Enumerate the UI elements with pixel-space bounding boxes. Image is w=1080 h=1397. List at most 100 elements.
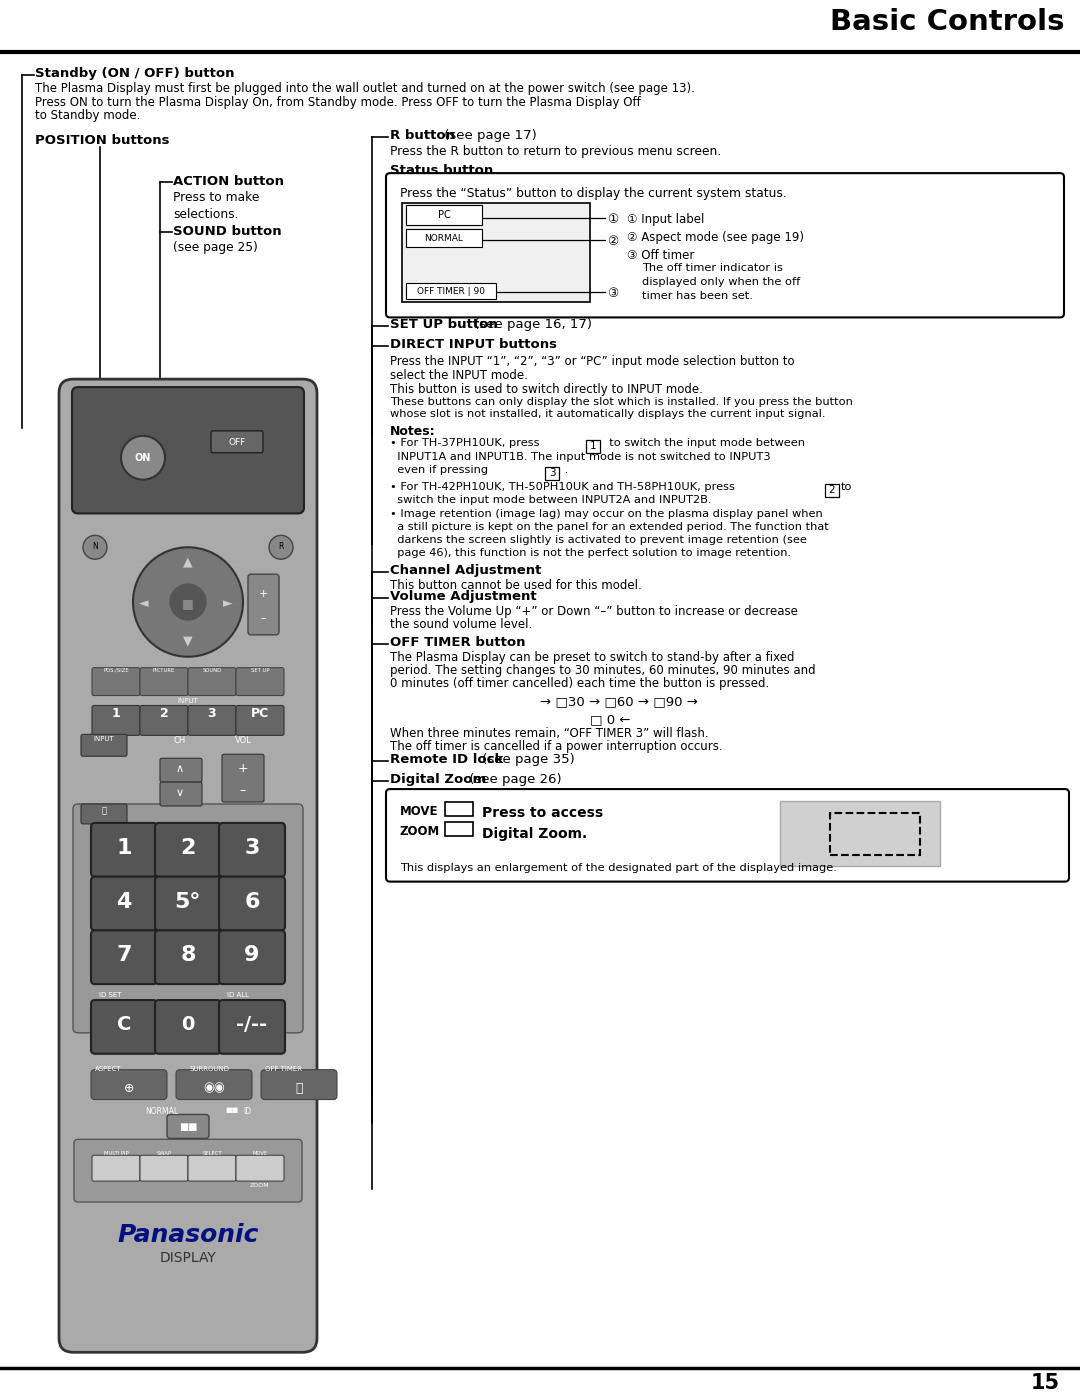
Text: The off timer is cancelled if a power interruption occurs.: The off timer is cancelled if a power in… xyxy=(390,740,723,753)
Text: PC: PC xyxy=(437,210,450,219)
FancyBboxPatch shape xyxy=(211,430,264,453)
Circle shape xyxy=(170,584,206,620)
Bar xyxy=(402,203,590,303)
Text: DIRECT INPUT buttons: DIRECT INPUT buttons xyxy=(390,338,557,351)
FancyBboxPatch shape xyxy=(140,1155,188,1180)
Circle shape xyxy=(133,548,243,657)
Text: ③ Off timer: ③ Off timer xyxy=(627,249,694,261)
Text: ⏻: ⏻ xyxy=(295,1081,302,1095)
Text: ZOOM: ZOOM xyxy=(400,824,441,838)
Text: MULTI PIP: MULTI PIP xyxy=(104,1151,129,1157)
Text: –: – xyxy=(240,784,246,798)
Text: ID SET: ID SET xyxy=(99,992,121,997)
Text: Panasonic: Panasonic xyxy=(118,1222,259,1248)
Text: Press to make
selections.: Press to make selections. xyxy=(173,191,259,221)
Text: ∧: ∧ xyxy=(176,764,184,774)
Bar xyxy=(406,229,482,247)
Text: to Standby mode.: to Standby mode. xyxy=(35,109,140,123)
FancyBboxPatch shape xyxy=(248,574,279,634)
Text: ID: ID xyxy=(243,1108,252,1116)
FancyBboxPatch shape xyxy=(156,1000,221,1053)
FancyBboxPatch shape xyxy=(156,823,221,877)
FancyBboxPatch shape xyxy=(92,668,140,696)
Text: SET UP button: SET UP button xyxy=(390,319,498,331)
Text: +: + xyxy=(238,763,248,775)
Text: CH: CH xyxy=(174,736,186,746)
Text: 2: 2 xyxy=(828,485,835,495)
FancyBboxPatch shape xyxy=(91,1000,157,1053)
Text: INPUT: INPUT xyxy=(177,697,199,704)
Text: period. The setting changes to 30 minutes, 60 minutes, 90 minutes and: period. The setting changes to 30 minute… xyxy=(390,664,815,676)
FancyBboxPatch shape xyxy=(73,805,303,1032)
Text: 3: 3 xyxy=(244,838,259,858)
Text: Press the “Status” button to display the current system status.: Press the “Status” button to display the… xyxy=(400,187,786,200)
Text: Press ON to turn the Plasma Display On, from Standby mode. Press OFF to turn the: Press ON to turn the Plasma Display On, … xyxy=(35,95,640,109)
Text: OFF TIMER button: OFF TIMER button xyxy=(390,636,526,648)
Text: The Plasma Display must first be plugged into the wall outlet and turned on at t: The Plasma Display must first be plugged… xyxy=(35,81,694,95)
FancyBboxPatch shape xyxy=(176,1070,252,1099)
Text: (see page 35): (see page 35) xyxy=(478,753,575,767)
Text: 5°: 5° xyxy=(175,891,201,911)
FancyBboxPatch shape xyxy=(237,705,284,735)
Text: C: C xyxy=(117,1016,131,1034)
Text: to: to xyxy=(841,482,852,492)
Text: 8: 8 xyxy=(180,946,195,965)
Text: 0: 0 xyxy=(181,1016,194,1034)
FancyBboxPatch shape xyxy=(91,930,157,983)
Bar xyxy=(406,205,482,225)
Text: These buttons can only display the slot which is installed. If you press the but: These buttons can only display the slot … xyxy=(390,397,853,407)
Text: ON: ON xyxy=(135,453,151,462)
Text: This displays an enlargement of the designated part of the displayed image.: This displays an enlargement of the desi… xyxy=(400,863,837,873)
FancyBboxPatch shape xyxy=(167,1115,210,1139)
Text: SURROUND: SURROUND xyxy=(190,1066,230,1071)
Text: ②: ② xyxy=(607,235,618,247)
Text: –: – xyxy=(260,613,266,623)
Circle shape xyxy=(269,535,293,559)
Text: 2: 2 xyxy=(160,707,168,721)
Text: SET UP: SET UP xyxy=(251,668,269,673)
Text: darkens the screen slightly is activated to prevent image retention (see: darkens the screen slightly is activated… xyxy=(390,535,807,545)
Text: 1: 1 xyxy=(117,838,132,858)
Text: Channel Adjustment: Channel Adjustment xyxy=(390,564,541,577)
Text: POSITION buttons: POSITION buttons xyxy=(35,134,170,147)
Text: ① Input label: ① Input label xyxy=(627,212,704,226)
Text: OFF: OFF xyxy=(228,437,245,447)
Text: switch the input mode between INPUT2A and INPUT2B.: switch the input mode between INPUT2A an… xyxy=(390,495,712,504)
FancyBboxPatch shape xyxy=(261,1070,337,1099)
Bar xyxy=(831,813,920,855)
FancyBboxPatch shape xyxy=(237,1155,284,1180)
FancyBboxPatch shape xyxy=(219,1000,285,1053)
FancyBboxPatch shape xyxy=(91,1070,167,1099)
Text: PC: PC xyxy=(251,707,269,721)
Text: (see page 17): (see page 17) xyxy=(440,130,537,142)
Text: -/--: -/-- xyxy=(237,1016,268,1034)
Text: When three minutes remain, “OFF TIMER 3” will flash.: When three minutes remain, “OFF TIMER 3”… xyxy=(390,728,708,740)
Text: Basic Controls: Basic Controls xyxy=(831,8,1065,36)
Text: +: + xyxy=(258,590,268,599)
Text: OFF TIMER | 90: OFF TIMER | 90 xyxy=(417,286,485,296)
FancyBboxPatch shape xyxy=(386,173,1064,317)
Text: □ 0 ←: □ 0 ← xyxy=(590,714,631,726)
Text: • For TH-37PH10UK, press: • For TH-37PH10UK, press xyxy=(390,437,546,448)
Text: → □30 → □60 → □90 →: → □30 → □60 → □90 → xyxy=(540,696,698,708)
FancyBboxPatch shape xyxy=(75,1140,302,1201)
FancyBboxPatch shape xyxy=(219,877,285,930)
FancyBboxPatch shape xyxy=(92,1155,140,1180)
FancyBboxPatch shape xyxy=(81,805,127,824)
FancyBboxPatch shape xyxy=(72,387,303,514)
Text: to switch the input mode between: to switch the input mode between xyxy=(602,437,805,448)
Text: 🔇: 🔇 xyxy=(102,806,107,814)
Text: SWAP: SWAP xyxy=(157,1151,172,1157)
Text: POS./SIZE: POS./SIZE xyxy=(104,668,129,673)
Text: PICTURE: PICTURE xyxy=(153,668,175,673)
Text: 15: 15 xyxy=(1031,1373,1059,1393)
FancyBboxPatch shape xyxy=(222,754,264,802)
FancyBboxPatch shape xyxy=(59,379,318,1352)
Text: SELECT: SELECT xyxy=(202,1151,221,1157)
Text: (see page 25): (see page 25) xyxy=(173,240,258,254)
FancyBboxPatch shape xyxy=(160,759,202,782)
FancyBboxPatch shape xyxy=(237,668,284,696)
Text: ③: ③ xyxy=(607,286,618,299)
FancyBboxPatch shape xyxy=(219,930,285,983)
FancyBboxPatch shape xyxy=(219,823,285,877)
